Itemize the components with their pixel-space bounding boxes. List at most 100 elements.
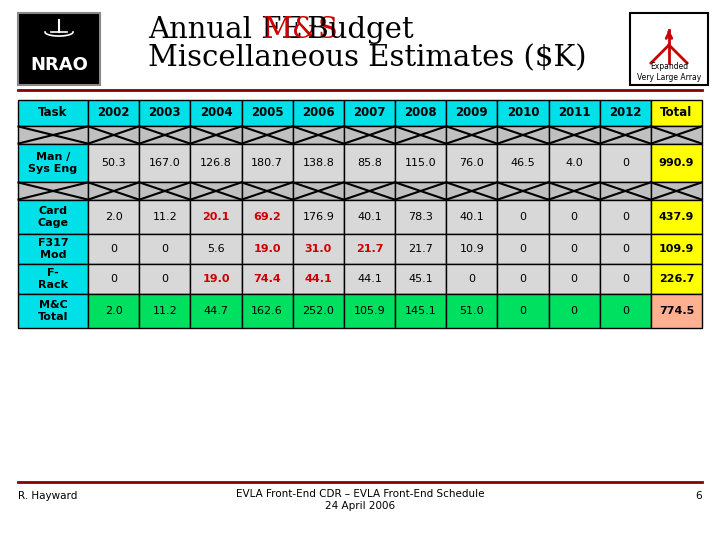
Text: 0: 0 bbox=[622, 212, 629, 222]
Text: 774.5: 774.5 bbox=[659, 306, 694, 316]
Text: 2008: 2008 bbox=[405, 106, 437, 119]
Bar bbox=[241, 126, 293, 144]
Text: 31.0: 31.0 bbox=[305, 244, 332, 254]
Bar bbox=[88, 144, 139, 182]
Text: 0: 0 bbox=[570, 274, 577, 284]
Bar bbox=[498, 100, 549, 126]
Bar bbox=[600, 294, 651, 328]
Text: Budget: Budget bbox=[298, 16, 413, 44]
Bar bbox=[139, 294, 190, 328]
Text: 20.1: 20.1 bbox=[202, 212, 230, 222]
Text: 19.0: 19.0 bbox=[202, 274, 230, 284]
Bar bbox=[139, 234, 190, 264]
Text: 0: 0 bbox=[622, 244, 629, 254]
Text: 74.4: 74.4 bbox=[253, 274, 281, 284]
Text: 0: 0 bbox=[519, 212, 526, 222]
Bar bbox=[395, 100, 446, 126]
Bar bbox=[651, 264, 702, 294]
Bar bbox=[18, 200, 88, 234]
Text: 0: 0 bbox=[622, 274, 629, 284]
Text: 0: 0 bbox=[570, 244, 577, 254]
Text: 11.2: 11.2 bbox=[153, 306, 177, 316]
Bar bbox=[395, 126, 446, 144]
Bar bbox=[241, 264, 293, 294]
Text: Total: Total bbox=[660, 106, 693, 119]
Text: NRAO: NRAO bbox=[30, 56, 88, 74]
Text: 145.1: 145.1 bbox=[405, 306, 436, 316]
Bar bbox=[395, 144, 446, 182]
Bar bbox=[293, 100, 344, 126]
Text: 138.8: 138.8 bbox=[302, 158, 334, 168]
Text: 69.2: 69.2 bbox=[253, 212, 281, 222]
Bar bbox=[498, 200, 549, 234]
Text: 10.9: 10.9 bbox=[459, 244, 484, 254]
Bar bbox=[651, 100, 702, 126]
Text: 0: 0 bbox=[110, 274, 117, 284]
Text: 44.1: 44.1 bbox=[357, 274, 382, 284]
Text: F317
Mod: F317 Mod bbox=[37, 238, 68, 260]
Text: 162.6: 162.6 bbox=[251, 306, 283, 316]
Bar bbox=[241, 234, 293, 264]
Bar bbox=[344, 144, 395, 182]
Bar bbox=[395, 294, 446, 328]
Bar bbox=[498, 234, 549, 264]
Bar bbox=[651, 144, 702, 182]
Bar bbox=[293, 234, 344, 264]
Text: 0: 0 bbox=[519, 274, 526, 284]
Bar bbox=[293, 200, 344, 234]
Text: 19.0: 19.0 bbox=[253, 244, 281, 254]
Text: 51.0: 51.0 bbox=[459, 306, 484, 316]
Bar bbox=[18, 126, 88, 144]
Text: 0: 0 bbox=[622, 158, 629, 168]
Bar bbox=[498, 182, 549, 200]
Bar bbox=[600, 100, 651, 126]
Bar bbox=[344, 182, 395, 200]
Text: 180.7: 180.7 bbox=[251, 158, 283, 168]
Text: 40.1: 40.1 bbox=[357, 212, 382, 222]
Bar bbox=[293, 182, 344, 200]
Bar bbox=[241, 200, 293, 234]
Text: 252.0: 252.0 bbox=[302, 306, 334, 316]
Text: Card
Cage: Card Cage bbox=[37, 206, 68, 228]
Text: Task: Task bbox=[38, 106, 68, 119]
Text: 2010: 2010 bbox=[507, 106, 539, 119]
Bar bbox=[241, 294, 293, 328]
Bar bbox=[190, 126, 241, 144]
Bar bbox=[446, 144, 498, 182]
Bar bbox=[651, 294, 702, 328]
Text: 0: 0 bbox=[570, 212, 577, 222]
Bar bbox=[139, 100, 190, 126]
Text: 2009: 2009 bbox=[456, 106, 488, 119]
Bar bbox=[293, 144, 344, 182]
Bar bbox=[600, 234, 651, 264]
Bar bbox=[630, 13, 708, 85]
Text: 2.0: 2.0 bbox=[104, 306, 122, 316]
Text: 0: 0 bbox=[161, 274, 168, 284]
Text: 46.5: 46.5 bbox=[510, 158, 535, 168]
Bar bbox=[446, 100, 498, 126]
Bar bbox=[395, 200, 446, 234]
Bar bbox=[446, 234, 498, 264]
Text: 2005: 2005 bbox=[251, 106, 284, 119]
Bar bbox=[139, 200, 190, 234]
Bar bbox=[139, 182, 190, 200]
Text: 2011: 2011 bbox=[558, 106, 590, 119]
Bar bbox=[18, 100, 88, 126]
Bar bbox=[600, 144, 651, 182]
Bar bbox=[190, 294, 241, 328]
Text: 0: 0 bbox=[110, 244, 117, 254]
Bar bbox=[190, 100, 241, 126]
Bar bbox=[344, 264, 395, 294]
Text: M&C
Total: M&C Total bbox=[38, 300, 68, 322]
Bar bbox=[446, 200, 498, 234]
Bar bbox=[139, 264, 190, 294]
Text: 2002: 2002 bbox=[97, 106, 130, 119]
Bar bbox=[293, 294, 344, 328]
Bar bbox=[344, 126, 395, 144]
Bar bbox=[293, 126, 344, 144]
Text: 50.3: 50.3 bbox=[102, 158, 126, 168]
Bar bbox=[549, 126, 600, 144]
Bar bbox=[88, 264, 139, 294]
Bar bbox=[190, 234, 241, 264]
Text: M&S: M&S bbox=[263, 16, 339, 44]
